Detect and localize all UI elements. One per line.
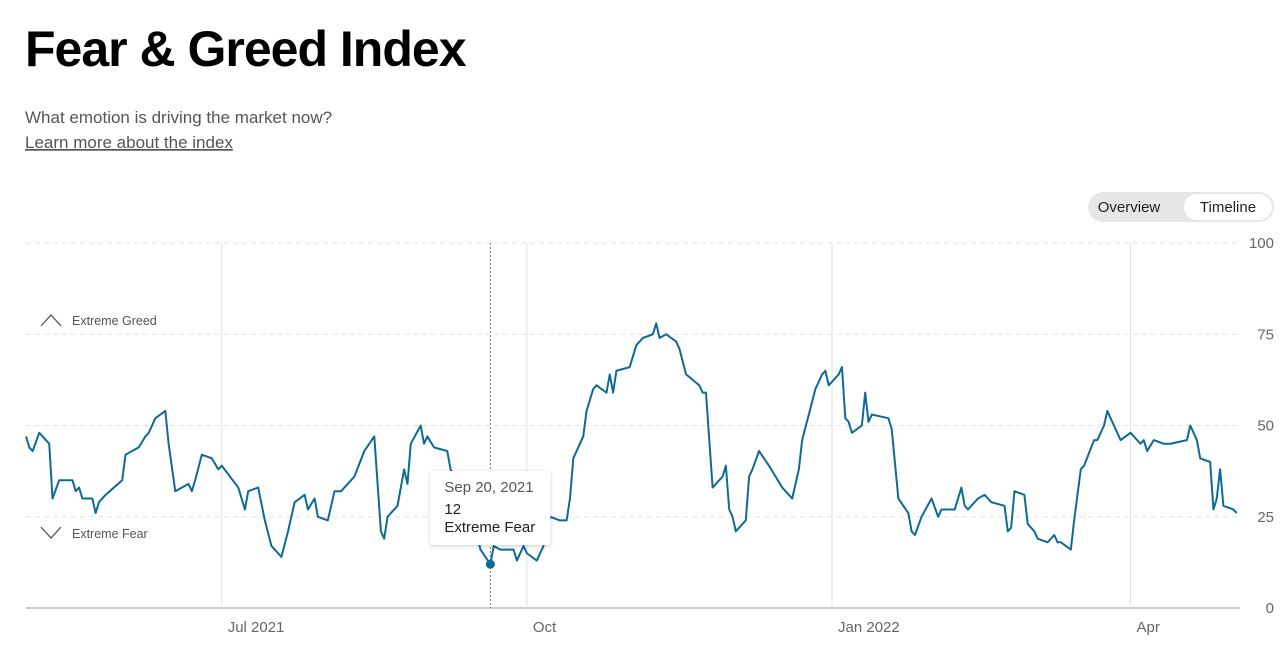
- tooltip-date: Sep 20, 2021: [444, 479, 533, 496]
- view-toggle: Overview Timeline: [1088, 192, 1274, 222]
- index-line: [25, 322, 1238, 566]
- toggle-selected: [1184, 194, 1272, 220]
- hover-point: [485, 559, 495, 569]
- tooltip-rating: Extreme Fear: [444, 519, 535, 536]
- grid: 0 25 50 75 100 Jul 2021 Oct Jan 2022 Apr: [26, 235, 1274, 636]
- y-tick-label: 0: [1266, 600, 1274, 617]
- extreme-fear-annotation: Extreme Fear: [40, 526, 148, 541]
- learn-more-link[interactable]: Learn more about the index: [25, 133, 233, 152]
- subtitle: What emotion is driving the market now?: [25, 108, 332, 127]
- x-tick-label: Apr: [1137, 619, 1160, 636]
- annotation-label: Extreme Fear: [72, 527, 148, 541]
- extreme-greed-annotation: Extreme Greed: [40, 314, 157, 328]
- y-tick-label: 50: [1257, 418, 1274, 435]
- toggle-button[interactable]: Overview: [1098, 199, 1161, 216]
- plot: [25, 322, 1238, 566]
- y-tick-label: 75: [1257, 326, 1274, 343]
- y-tick-label: 100: [1249, 235, 1274, 252]
- annotation-label: Extreme Greed: [72, 314, 157, 328]
- down-chevron: [40, 526, 62, 539]
- tooltip-value: 12: [444, 501, 461, 518]
- up-chevron: [40, 314, 62, 327]
- toggle-button[interactable]: Timeline: [1200, 199, 1256, 216]
- x-tick-label: Oct: [533, 619, 557, 636]
- tooltip-box: [430, 471, 551, 545]
- x-tick-label: Jan 2022: [838, 619, 900, 636]
- page-title: Fear & Greed Index: [25, 21, 467, 77]
- y-tick-label: 25: [1257, 509, 1274, 526]
- x-tick-label: Jul 2021: [228, 619, 285, 636]
